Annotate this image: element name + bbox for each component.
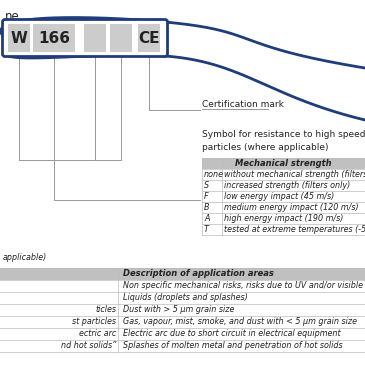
Bar bbox=[202, 224, 365, 235]
Text: 166: 166 bbox=[38, 31, 70, 46]
Text: Description of application areas: Description of application areas bbox=[123, 269, 274, 278]
Bar bbox=[202, 202, 365, 213]
Text: Liquids (droplets and splashes): Liquids (droplets and splashes) bbox=[123, 293, 248, 303]
Text: S: S bbox=[204, 181, 209, 190]
Text: A: A bbox=[204, 214, 210, 223]
Text: high energy impact (190 m/s): high energy impact (190 m/s) bbox=[224, 214, 343, 223]
Text: Splashes of molten metal and penetration of hot solids: Splashes of molten metal and penetration… bbox=[123, 342, 343, 350]
Text: medium energy impact (120 m/s): medium energy impact (120 m/s) bbox=[224, 203, 359, 212]
Bar bbox=[202, 180, 365, 191]
Bar bbox=[202, 169, 365, 180]
Bar bbox=[84, 24, 106, 52]
Text: Certification mark: Certification mark bbox=[202, 100, 284, 109]
Bar bbox=[0, 328, 365, 340]
Text: Non specific mechanical risks, risks due to UV and/or visible IR light: Non specific mechanical risks, risks due… bbox=[123, 281, 365, 291]
Bar bbox=[202, 213, 365, 224]
Text: B: B bbox=[204, 203, 210, 212]
Text: Dust with > 5 µm grain size: Dust with > 5 µm grain size bbox=[123, 306, 234, 315]
Text: Electric arc due to short circuit in electrical equipment: Electric arc due to short circuit in ele… bbox=[123, 330, 341, 338]
Text: increased strength (filters only): increased strength (filters only) bbox=[224, 181, 350, 190]
Bar bbox=[0, 340, 365, 352]
Text: without mechanical strength (filters only): without mechanical strength (filters onl… bbox=[224, 170, 365, 179]
Text: none: none bbox=[204, 170, 224, 179]
Text: Symbol for resistance to high speed
particles (where applicable): Symbol for resistance to high speed part… bbox=[202, 130, 365, 151]
Bar bbox=[0, 304, 365, 316]
Bar bbox=[0, 316, 365, 328]
Text: Mechanical strength: Mechanical strength bbox=[235, 159, 332, 168]
Text: ticles: ticles bbox=[95, 306, 116, 315]
Text: T: T bbox=[204, 225, 209, 234]
Bar bbox=[202, 191, 365, 202]
Bar bbox=[0, 268, 365, 280]
Bar bbox=[33, 24, 75, 52]
Text: Gas, vapour, mist, smoke, and dust with < 5 µm grain size: Gas, vapour, mist, smoke, and dust with … bbox=[123, 318, 357, 327]
Bar bbox=[138, 24, 160, 52]
Text: CE: CE bbox=[138, 31, 160, 46]
Text: nd hot solids”: nd hot solids” bbox=[61, 342, 116, 350]
Text: ne: ne bbox=[5, 10, 20, 23]
Bar bbox=[110, 24, 132, 52]
Text: ectric arc: ectric arc bbox=[79, 330, 116, 338]
Bar bbox=[202, 158, 365, 169]
Text: tested at extreme temperatures (-5 °C and +55 °C): tested at extreme temperatures (-5 °C an… bbox=[224, 225, 365, 234]
Text: F: F bbox=[204, 192, 209, 201]
Bar bbox=[0, 280, 365, 292]
Bar bbox=[8, 24, 30, 52]
Text: low energy impact (45 m/s): low energy impact (45 m/s) bbox=[224, 192, 334, 201]
Bar bbox=[0, 292, 365, 304]
Text: applicable): applicable) bbox=[3, 253, 47, 261]
Text: W: W bbox=[11, 31, 27, 46]
Text: st particles: st particles bbox=[72, 318, 116, 327]
FancyBboxPatch shape bbox=[3, 19, 168, 57]
